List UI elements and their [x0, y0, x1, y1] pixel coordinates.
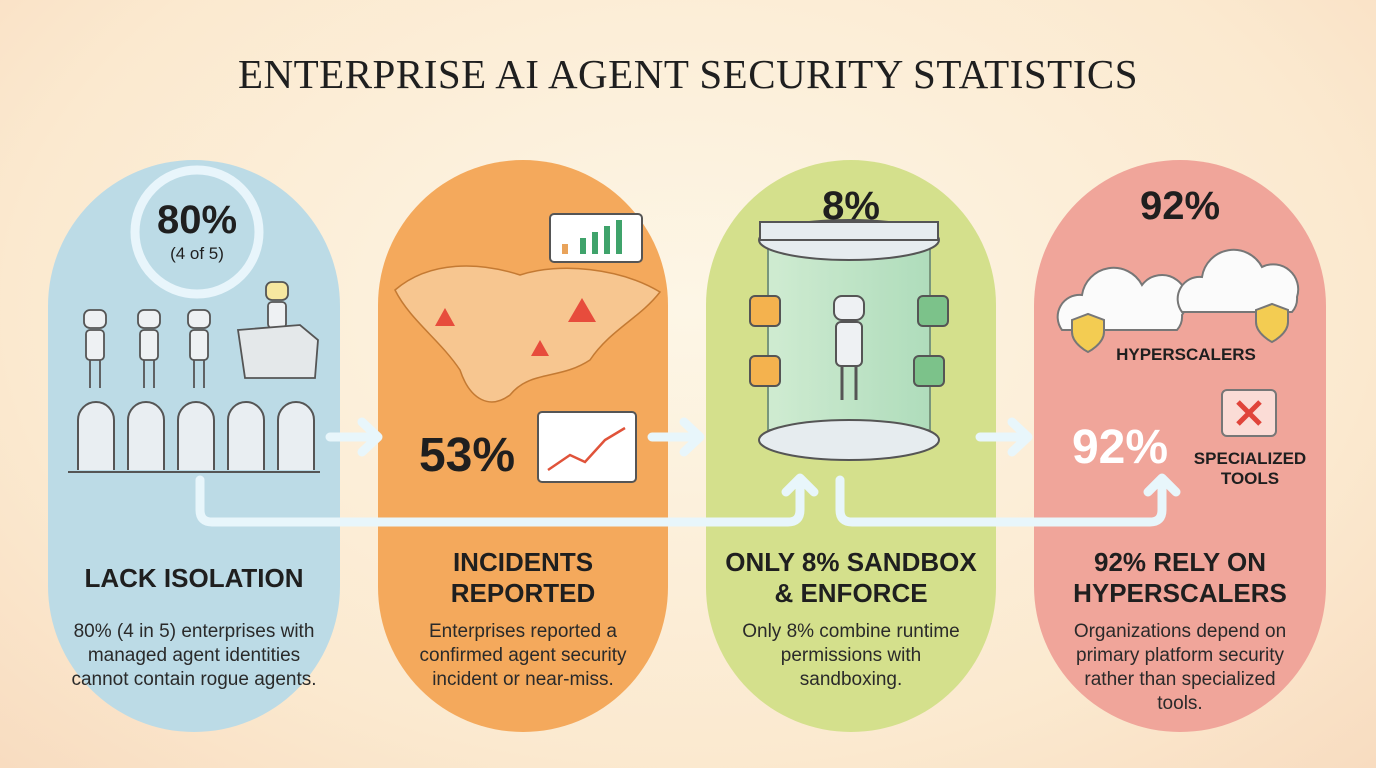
stat-note: (4 of 5) [170, 244, 224, 263]
world-map [394, 265, 662, 403]
chart-box [537, 411, 637, 483]
description: Only 8% combine runtime permissions with… [742, 621, 960, 690]
chart-line [547, 426, 626, 472]
clouds [1056, 248, 1300, 354]
stat: 80% [156, 198, 238, 242]
stat: 8% [822, 184, 880, 228]
stat: 92% [1071, 421, 1169, 474]
heading: ONLY 8% SANDBOX & ENFORCE [725, 547, 977, 608]
chart-bars [562, 220, 622, 254]
arrows [195, 417, 1181, 527]
robots [83, 281, 319, 388]
description: 80% (4 in 5) enterprises with managed ag… [71, 621, 317, 690]
heading: 92% RELY ON HYPERSCALERS [1073, 547, 1287, 608]
doors [68, 401, 320, 473]
stat: 53% [418, 429, 516, 482]
description: Enterprises reported a confirmed agent s… [419, 621, 627, 690]
title: ENTERPRISE AI AGENT SECURITY STATISTICS [237, 51, 1139, 97]
stat-label: HYPERSCALERS [1116, 345, 1256, 364]
description: Organizations depend on primary platform… [1073, 621, 1287, 714]
stat-label: SPECIALIZED TOOLS [1193, 449, 1307, 488]
heading: LACK ISOLATION [84, 562, 304, 593]
stat: 92% [1139, 184, 1221, 228]
alerts [435, 298, 596, 356]
x-icon [1236, 400, 1262, 426]
ring [130, 165, 264, 299]
sandbox [758, 219, 940, 461]
heading: INCIDENTS REPORTED [450, 547, 596, 608]
icons [749, 295, 949, 387]
